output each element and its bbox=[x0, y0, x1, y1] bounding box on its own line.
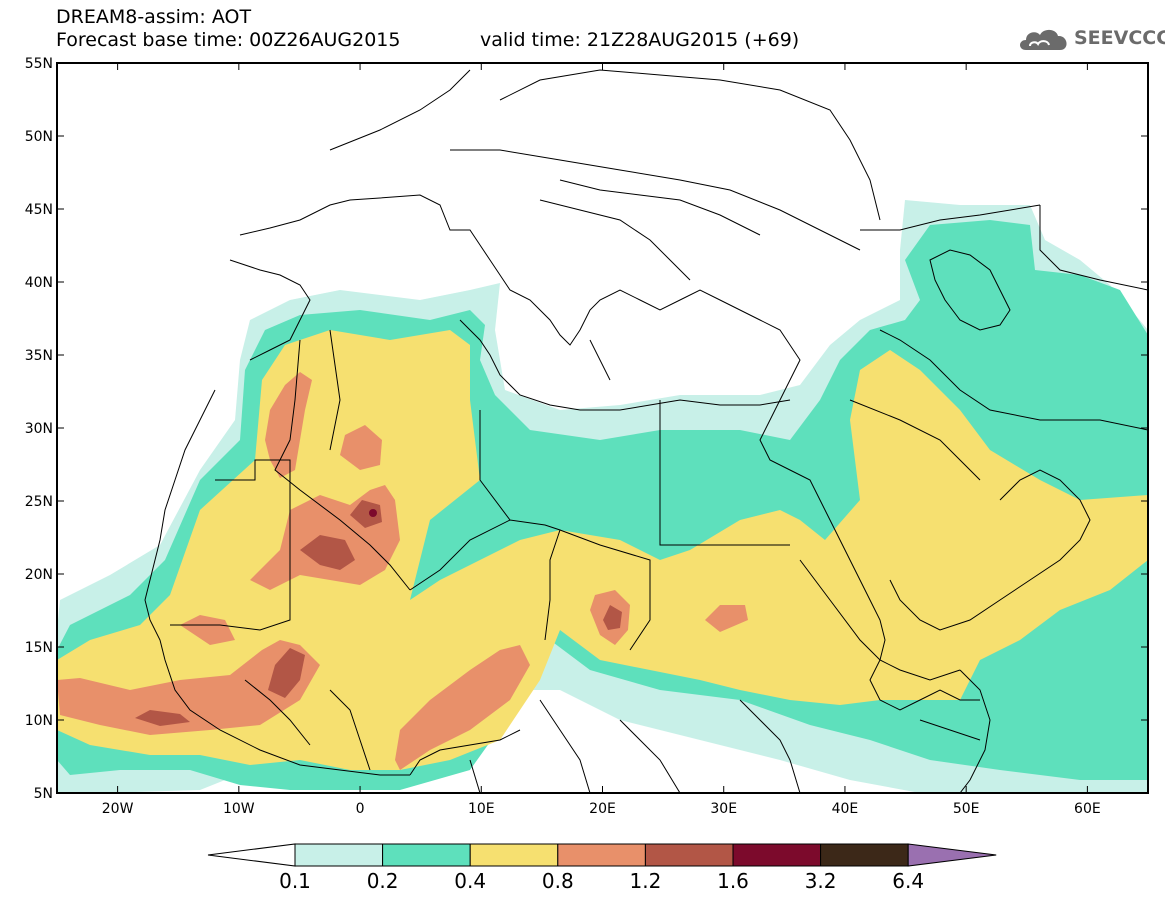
longitude-label: 60E bbox=[1074, 801, 1101, 817]
longitude-label: 20E bbox=[589, 801, 616, 817]
longitude-label: 50E bbox=[953, 801, 980, 817]
colorbar-level-label: 6.4 bbox=[892, 869, 924, 893]
aot-band-0-8d bbox=[265, 372, 312, 478]
latitude-label: 50N bbox=[25, 129, 53, 145]
aot-band-0-8a bbox=[57, 640, 320, 735]
seevccc-logo: SEEVCCC bbox=[1016, 22, 1165, 56]
longitude-labels: 20W 10W 0 10E 20E 30E 40E 50E 60E bbox=[102, 801, 1101, 817]
longitude-label: 10W bbox=[223, 801, 255, 817]
latitude-label: 40N bbox=[25, 275, 53, 291]
longitude-label: 40E bbox=[832, 801, 859, 817]
aot-band-0-8g bbox=[180, 615, 235, 645]
latitude-label: 5N bbox=[34, 786, 53, 802]
aot-band-1-2e bbox=[603, 605, 622, 630]
latitude-label: 10N bbox=[25, 713, 53, 729]
aot-band-1-2d bbox=[350, 500, 382, 528]
longitude-label: 30E bbox=[710, 801, 737, 817]
aot-band-0-8e bbox=[340, 425, 382, 470]
latitude-labels: 55N 50N 45N 40N 35N 30N 25N 20N 15N 10N 5N bbox=[25, 56, 53, 802]
longitude-label: 10E bbox=[468, 801, 495, 817]
aot-band-1-2a bbox=[300, 535, 355, 570]
aot-band-0-8h bbox=[705, 605, 748, 632]
valid-time: valid time: 21Z28AUG2015 (+69) bbox=[480, 29, 800, 51]
logo-text: SEEVCCC bbox=[1074, 27, 1165, 49]
colorbar-swatch bbox=[294, 843, 384, 867]
longitude-label: 20W bbox=[102, 801, 134, 817]
colorbar-level-label: 0.4 bbox=[454, 869, 486, 893]
colorbar-low-arrow bbox=[207, 843, 296, 867]
colorbar-swatch bbox=[644, 843, 734, 867]
map-title: DREAM8-assim: AOT bbox=[56, 6, 252, 28]
aot-band-1-2b bbox=[268, 648, 305, 698]
aot-band-0-8b bbox=[395, 645, 530, 770]
latitude-label: 15N bbox=[25, 640, 53, 656]
aot-band-1-6 bbox=[369, 509, 377, 517]
latitude-label: 20N bbox=[25, 567, 53, 583]
axis-ticks bbox=[57, 62, 1148, 794]
colorbar-swatch bbox=[732, 843, 822, 867]
colorbar-level-label: 1.6 bbox=[717, 869, 749, 893]
colorbar-swatch bbox=[469, 843, 559, 867]
colorbar-high-arrow bbox=[907, 843, 997, 867]
latitude-label: 45N bbox=[25, 202, 53, 218]
colorbar-swatch bbox=[557, 843, 646, 867]
latitude-label: 35N bbox=[25, 348, 53, 364]
latitude-label: 30N bbox=[25, 421, 53, 437]
colorbar-level-label: 3.2 bbox=[805, 869, 837, 893]
longitude-label: 0 bbox=[356, 801, 365, 817]
cloud-icon bbox=[1020, 29, 1067, 50]
aot-contours bbox=[57, 200, 1148, 793]
aot-band-1-2c bbox=[135, 710, 190, 726]
forecast-base-time: Forecast base time: 00Z26AUG2015 bbox=[56, 29, 401, 51]
colorbar-level-label: 1.2 bbox=[629, 869, 661, 893]
colorbar-level-label: 0.2 bbox=[367, 869, 399, 893]
aot-band-0-4 bbox=[57, 330, 1148, 770]
colorbar-swatch bbox=[820, 843, 909, 867]
latitude-label: 55N bbox=[25, 56, 53, 72]
colorbar-swatch bbox=[382, 843, 471, 867]
colorbar-level-label: 0.8 bbox=[542, 869, 574, 893]
colorbar-level-label: 0.1 bbox=[279, 869, 311, 893]
coastlines-borders bbox=[144, 69, 1148, 793]
latitude-label: 25N bbox=[25, 494, 53, 510]
